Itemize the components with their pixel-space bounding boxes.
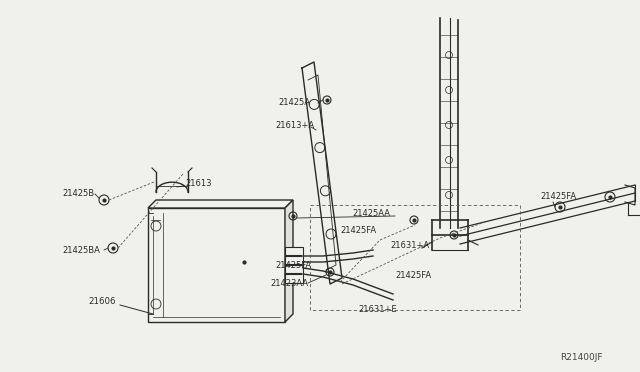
FancyBboxPatch shape: [148, 208, 285, 322]
Polygon shape: [285, 200, 293, 322]
Text: 21425FA: 21425FA: [340, 225, 376, 234]
Text: 21606: 21606: [88, 298, 115, 307]
Text: 21425FA: 21425FA: [540, 192, 576, 201]
Text: 21613: 21613: [185, 179, 211, 187]
Text: 21631+A: 21631+A: [390, 241, 429, 250]
Text: 21631+E: 21631+E: [358, 305, 397, 314]
Text: 21425FA: 21425FA: [395, 270, 431, 279]
Text: 21425BA: 21425BA: [62, 246, 100, 254]
Text: R21400JF: R21400JF: [560, 353, 602, 362]
Text: 21613+A: 21613+A: [275, 121, 314, 129]
FancyBboxPatch shape: [285, 247, 303, 283]
Polygon shape: [148, 200, 293, 208]
Text: 21425B: 21425B: [62, 189, 94, 198]
Text: 21425AA: 21425AA: [352, 208, 390, 218]
Text: 21423AA: 21423AA: [270, 279, 308, 289]
Text: 21425FA: 21425FA: [275, 260, 311, 269]
Text: 21425A: 21425A: [278, 97, 310, 106]
